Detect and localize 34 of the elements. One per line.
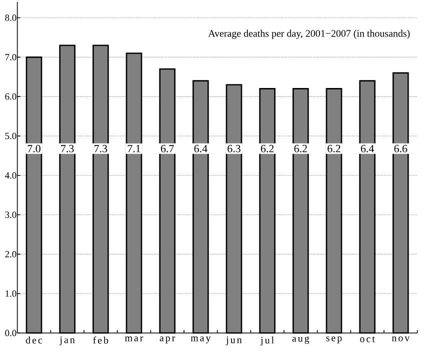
- x-tick-label: jan: [59, 336, 75, 346]
- x-tick-label: apr: [160, 336, 176, 344]
- text: Average deaths per day, 2001−2007 (in thousands): [208, 30, 410, 39]
- data-label: 6.3: [228, 144, 240, 152]
- y-tick-label: 3.0: [5, 212, 16, 218]
- x-tick-label: oct: [360, 336, 375, 342]
- data-label: 6.4: [194, 144, 208, 152]
- x-tick-label: jul: [260, 336, 274, 346]
- x-tick-label: mar: [124, 336, 144, 342]
- data-label: 7.0: [28, 144, 40, 152]
- data-label: 6.7: [160, 144, 174, 152]
- data-label: 6.4: [360, 144, 374, 152]
- y-tick-label: 7.0: [5, 54, 16, 60]
- data-label: 7.3: [61, 144, 74, 152]
- data-label: 6.6: [394, 144, 408, 152]
- y-tick-label: 8.0: [5, 14, 16, 21]
- y-tick-label: 2.0: [5, 250, 16, 258]
- data-label: 7.3: [94, 144, 108, 152]
- data-label: 6.2: [328, 144, 340, 152]
- data-label: 6.2: [294, 144, 307, 152]
- y-tick-label: 5.0: [5, 132, 16, 140]
- y-tick-label: 0.0: [5, 330, 16, 336]
- x-tick-label: feb: [93, 336, 108, 344]
- x-tick-label: sep: [326, 336, 342, 344]
- data-label: 6.2: [260, 144, 274, 152]
- data-label: 7.1: [128, 144, 140, 152]
- x-tick-label: nov: [392, 336, 410, 342]
- y-tick-label: 1.0: [6, 290, 16, 297]
- x-tick-label: aug: [292, 336, 310, 344]
- y-tick-label: 6.0: [5, 93, 16, 100]
- x-tick-label: dec: [26, 336, 42, 344]
- x-tick-label: may: [190, 336, 211, 344]
- x-tick-label: jun: [226, 336, 242, 346]
- y-tick-label: 4.0: [4, 172, 16, 179]
